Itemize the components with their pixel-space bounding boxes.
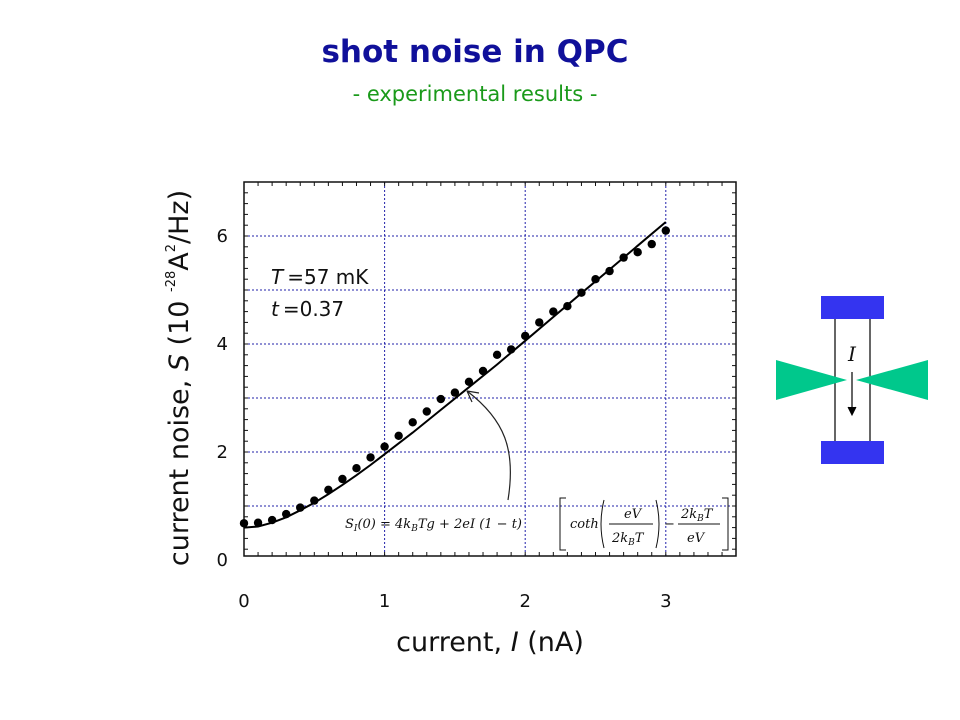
data-point — [450, 388, 460, 397]
data-point — [464, 377, 474, 386]
data-point — [253, 518, 263, 527]
data-point — [563, 302, 572, 311]
svg-text:−: − — [664, 517, 675, 532]
data-point — [521, 331, 530, 341]
svg-text:eV: eV — [624, 507, 643, 522]
fit-curve — [243, 221, 667, 529]
x-tick-label: 2 — [519, 591, 530, 612]
svg-text:eV: eV — [687, 531, 706, 546]
chart-subtitle: - experimental results - — [352, 82, 598, 106]
data-point — [422, 407, 431, 416]
bottom-contact — [821, 441, 884, 464]
data-point — [535, 318, 544, 327]
data-point — [296, 503, 305, 512]
svg-text:SI(0) = 4kBTg + 2eI (1 − t): SI(0) = 4kBTg + 2eI (1 − t) — [345, 517, 522, 534]
data-point — [633, 248, 642, 257]
data-point — [338, 474, 347, 484]
y-tick-label: 0 — [217, 550, 228, 571]
data-point — [436, 394, 446, 404]
x-tick-label: 0 — [238, 591, 249, 612]
data-points — [239, 226, 670, 528]
data-point — [394, 431, 403, 440]
current-label: I — [847, 342, 857, 366]
data-point — [506, 345, 516, 354]
x-axis-title: current, I (nA) — [396, 627, 584, 658]
data-point — [492, 350, 502, 359]
top-contact — [821, 296, 884, 319]
svg-text:2kBT: 2kBT — [611, 531, 645, 548]
grid-lines — [244, 182, 736, 556]
formula: SI(0) = 4kBTg + 2eI (1 − t) coth eV 2kBT… — [345, 497, 729, 551]
data-point — [267, 515, 277, 525]
x-tick-label: 1 — [379, 591, 390, 612]
data-point — [408, 418, 417, 427]
qpc-diagram: I — [776, 296, 928, 464]
tick-labels: 0 1 2 3 0 2 4 6 — [217, 226, 672, 612]
data-point — [239, 519, 249, 528]
chart-title: shot noise in QPC — [321, 34, 629, 70]
data-point — [661, 226, 670, 235]
data-point — [324, 485, 333, 494]
data-point — [310, 496, 319, 505]
x-tick-label: 3 — [660, 591, 671, 612]
y-tick-label: 4 — [217, 334, 228, 355]
data-point — [380, 442, 389, 451]
temperature-annotation: T =57 mK — [271, 265, 369, 289]
transmission-annotation: t =0.37 — [271, 297, 344, 321]
data-point — [366, 453, 375, 462]
data-point — [352, 464, 361, 473]
arrow-head — [466, 390, 480, 403]
right-gate — [856, 360, 928, 400]
data-point — [478, 366, 488, 376]
y-axis-title: current noise, S (10 -28A2/Hz) — [164, 190, 195, 566]
formula-arrow — [466, 390, 511, 501]
data-point — [577, 288, 586, 297]
data-point — [281, 509, 291, 519]
data-point — [619, 253, 628, 262]
data-point — [647, 239, 656, 249]
svg-text:2kBT: 2kBT — [680, 507, 714, 524]
y-tick-label: 6 — [217, 226, 228, 247]
y-tick-label: 2 — [217, 442, 228, 463]
left-gate — [776, 360, 847, 400]
plot-frame — [243, 181, 737, 557]
data-point — [549, 307, 558, 316]
data-point — [591, 275, 600, 284]
minor-ticks — [244, 182, 736, 556]
data-point — [605, 266, 614, 276]
svg-text:coth: coth — [570, 517, 599, 532]
